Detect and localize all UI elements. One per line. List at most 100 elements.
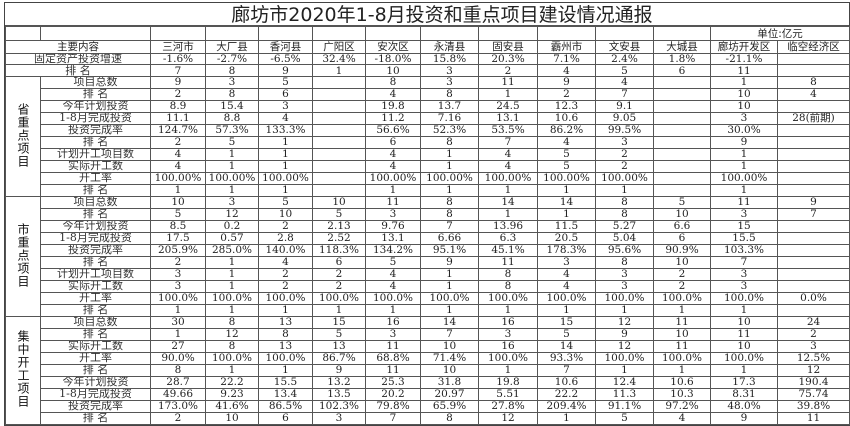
data-cell: 3 [595,135,654,149]
data-cell: 1 [420,279,479,293]
data-cell: 100.0% [258,351,313,365]
data-cell: 15 [312,315,366,329]
table-row: 市重点项目 项目总数 10 3 5 10 11 8 14 14 8 5 11 9 [5,195,850,317]
data-cell: 1 [478,183,538,197]
column-header: 三河市 [150,40,206,54]
data-cell: 30.0% [710,123,778,137]
row-label: 项目总数 [40,315,151,329]
data-cell: 8.5 [150,219,206,233]
data-cell: 7 [420,219,479,233]
data-cell: 65.9% [420,399,479,413]
data-cell: 100.0% [595,351,654,365]
data-cell: 2.4% [595,52,654,66]
data-cell: 10 [420,339,479,353]
table-row: 实际开工数 27 8 13 13 11 10 16 14 12 11 10 3 [6,339,850,353]
data-cell: 1 [653,303,711,317]
data-cell: 10 [312,195,366,209]
data-cell: 3 [710,111,778,125]
data-cell: 3 [258,99,313,113]
data-cell: 1 [258,303,313,317]
data-cell: 8 [776,75,850,89]
blank-cell [537,26,596,41]
table-row: 固定资产投资增速 -1.6% -2.7% -6.5% 32.4% -18.0% 15.8% 2… [5,52,850,66]
data-cell: 12 [776,363,850,377]
data-cell: 100.00% [478,171,538,185]
data-cell: 100.00% [710,171,778,185]
header-row: 主要内容 三河市 大厂县 香河县 广阳区 安次区 永清县 固安县 霸州市 文安县 大城县 廊坊开发区临… [5,40,850,54]
data-cell: 7 [595,87,654,101]
data-cell: 20.5 [537,231,596,245]
data-cell: 1 [420,267,479,281]
data-cell: 11 [478,255,538,269]
data-cell: 5 [258,195,313,209]
table-row: 集中开工项目 项目总数 30 8 13 15 16 14 16 15 12 11 10 24 [5,315,850,425]
data-cell: 1.8% [653,52,711,66]
data-cell: 100.0% [365,291,421,305]
data-cell: 13.96 [478,219,538,233]
data-cell: 100.0% [205,351,259,365]
data-cell [653,75,711,89]
data-cell: 5 [595,411,654,425]
table-row: 1-8月完成投资 11.1 8.8 4 11.2 7.16 13.1 10.6 9.05 3 28(… [6,111,850,125]
data-cell: 4 [537,267,596,281]
data-cell: 100.0% [150,291,206,305]
data-cell [776,279,850,293]
data-cell: 1 [478,303,538,317]
data-cell: 2 [653,279,711,293]
data-cell: 52.3% [420,123,479,137]
table-row: 今年计划投资 28.7 22.2 15.5 13.2 25.3 31.8 19.8 10.6 12… [6,375,850,389]
data-cell: 11 [365,339,421,353]
data-cell: 4 [365,279,421,293]
data-cell: 45.1% [478,243,538,257]
data-cell [776,231,850,245]
data-cell: 5 [365,255,421,269]
data-cell: 15.4 [205,99,259,113]
data-cell: 12.4 [595,375,654,389]
data-cell: 1 [365,183,421,197]
data-cell: 100.0% [258,291,313,305]
data-cell: 2 [258,267,313,281]
data-cell: 49.66 [150,387,206,401]
data-cell: 1 [478,363,538,377]
data-cell: 0.2 [205,219,259,233]
table-row: 实际开工数 4 1 1 4 1 4 5 2 1 [6,159,850,173]
data-cell [312,123,366,137]
data-cell: 100.00% [595,171,654,185]
data-cell: 2 [258,279,313,293]
data-cell: 100.0% [653,291,711,305]
data-cell: 1 [205,159,259,173]
table-row: 省重点项目 项目总数 9 3 5 8 3 11 9 4 1 8 [5,75,850,197]
data-cell [312,87,366,101]
data-cell: 9 [710,411,778,425]
column-header: 永清县 [420,40,479,54]
data-cell: 15.5 [710,231,778,245]
data-cell: 10 [420,363,479,377]
data-cell: 8.31 [710,387,778,401]
header-main-content: 主要内容 [5,40,151,54]
data-cell: 3 [420,75,479,89]
data-cell: 10 [150,195,206,209]
row-label: 实际开工数 [40,339,151,353]
data-cell: 134.2% [365,243,421,257]
blank-cell [258,26,313,41]
data-cell: 8 [478,267,538,281]
data-cell: 205.9% [150,243,206,257]
data-cell: 9 [537,75,596,89]
data-cell: 4 [258,255,313,269]
data-cell: 3 [776,339,850,353]
data-cell: 1 [595,363,654,377]
blank-cell [312,26,366,41]
row-label: 排 名 [40,183,151,197]
data-cell: 13.2 [312,375,366,389]
data-cell: 2 [150,411,206,425]
row-label: 开工率 [40,291,151,305]
data-cell: 19.8 [478,375,538,389]
data-cell: 2 [776,327,850,341]
data-cell: 24 [776,315,850,329]
data-cell: 7 [478,135,538,149]
data-cell: 1 [595,183,654,197]
data-cell: 11 [776,411,850,425]
row-label: 1-8月完成投资 [40,111,151,125]
data-cell: 178.3% [537,243,596,257]
